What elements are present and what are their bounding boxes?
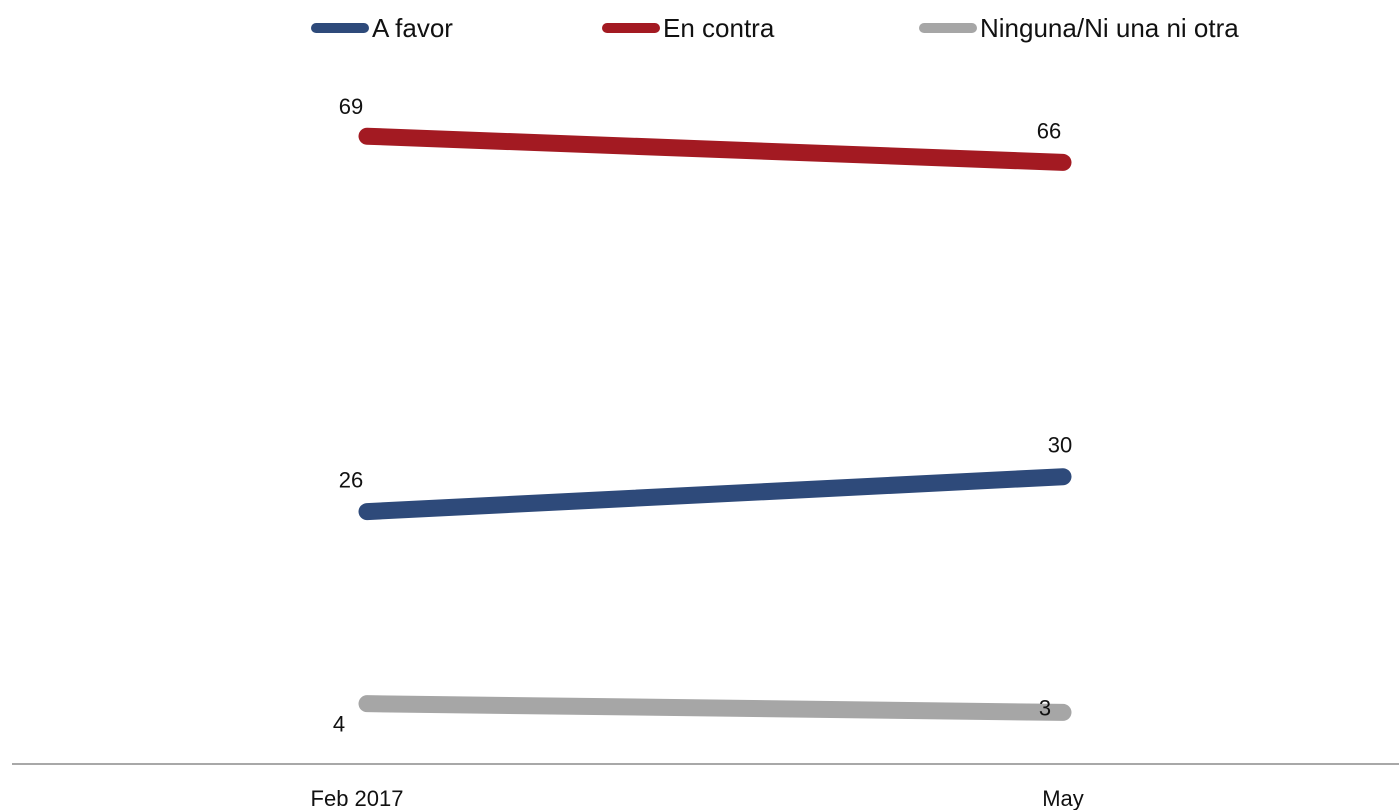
legend-label-en-contra: En contra (663, 13, 775, 43)
data-label-en-contra-0: 69 (339, 94, 363, 119)
data-label-en-contra-1: 66 (1037, 118, 1061, 143)
series-line-ninguna-ni-una-ni-otra (358, 695, 1072, 721)
series-layer (358, 127, 1072, 721)
data-label-a-favor-0: 26 (339, 468, 363, 493)
data-label-ninguna-ni-una-ni-otra-0: 4 (333, 712, 345, 737)
series-line-a-favor (358, 468, 1072, 521)
x-tick-label-0: Feb 2017 (311, 786, 404, 810)
x-axis-ticks: Feb 2017 May (311, 786, 1084, 810)
x-tick-label-1: May (1042, 786, 1084, 810)
data-labels: 26 30 69 66 4 3 (333, 94, 1072, 736)
series-line-en-contra (358, 127, 1072, 171)
legend-label-ninguna-ni-una-ni-otra: Ninguna/Ni una ni otra (980, 13, 1239, 43)
legend-label-a-favor: A favor (372, 13, 453, 43)
data-label-ninguna-ni-una-ni-otra-1: 3 (1039, 695, 1051, 720)
chart-legend: A favor En contra Ninguna/Ni una ni otra (311, 13, 1239, 43)
data-label-a-favor-1: 30 (1048, 433, 1072, 458)
